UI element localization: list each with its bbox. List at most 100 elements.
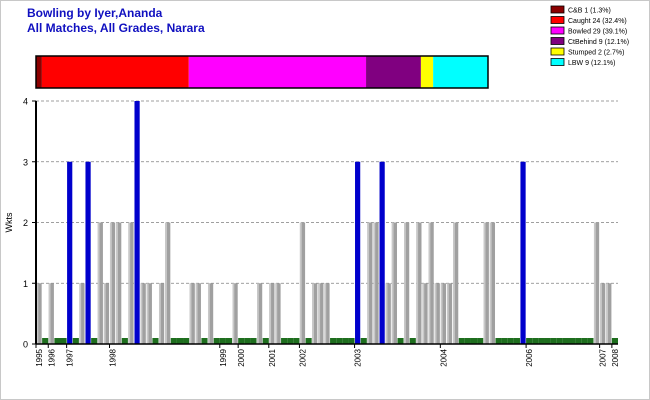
bar-shade-21 <box>165 222 167 344</box>
bar-shade-65 <box>434 283 437 344</box>
bar-20 <box>158 283 165 344</box>
bar-shade-36 <box>257 283 259 344</box>
bar-shade-74 <box>489 222 492 344</box>
chart-subtitle: All Matches, All Grades, Narara <box>27 21 205 35</box>
bar-shade-32 <box>232 283 235 344</box>
bar-zero-71 <box>470 338 478 344</box>
bar-46 <box>318 283 324 344</box>
bar-17 <box>140 283 146 344</box>
bar-shade-17 <box>140 283 143 344</box>
bar-zero-14 <box>121 338 128 344</box>
bar-zero-61 <box>409 338 416 344</box>
legend-swatch-3 <box>550 37 565 45</box>
bar-52 <box>355 161 361 344</box>
bar-zero-37 <box>262 338 269 344</box>
bar-zero-72 <box>477 338 484 344</box>
y-tick-label-0: 0 <box>23 340 28 350</box>
bar-zero-75 <box>495 338 502 344</box>
bar-13 <box>116 222 122 344</box>
bar-68 <box>453 222 459 344</box>
legend-label-0: C&B 1 (1.3%) <box>568 8 611 15</box>
legend-swatch-2 <box>550 26 565 35</box>
bar-zero-41 <box>287 338 294 344</box>
breakdown-segment-0 <box>36 56 42 88</box>
bar-zero-19 <box>152 338 159 344</box>
bar-57 <box>385 283 391 344</box>
bar-zero-31 <box>225 338 233 344</box>
bar-zero-70 <box>464 338 471 344</box>
bar-60 <box>404 222 410 344</box>
legend-label-4: Stumped 2 (2.7%) <box>568 50 624 57</box>
x-year-label-0: 1995 <box>35 348 44 366</box>
bar-zero-30 <box>219 338 226 344</box>
bar-shade-39 <box>275 283 278 344</box>
bar-shade-55 <box>373 222 376 344</box>
bar-shade-63 <box>422 283 425 344</box>
bar-zero-50 <box>342 338 349 344</box>
bar-shade-64 <box>428 222 431 344</box>
bar-shade-62 <box>416 222 419 344</box>
bar-zero-1 <box>42 338 49 344</box>
bar-66 <box>440 283 447 344</box>
bar-zero-29 <box>213 338 220 344</box>
x-year-label-8: 2003 <box>354 348 363 366</box>
bar-shade-11 <box>103 283 106 344</box>
bar-zero-78 <box>513 338 520 344</box>
bar-zero-34 <box>244 338 251 344</box>
bar-2 <box>48 283 54 344</box>
bar-shade-60 <box>404 222 406 344</box>
x-year-label-6: 2001 <box>268 348 277 366</box>
bar-zero-44 <box>305 338 312 344</box>
x-year-label-2: 1997 <box>66 348 75 366</box>
legend-label-5: LBW 9 (12.1%) <box>568 60 615 67</box>
x-year-label-9: 2004 <box>439 348 448 366</box>
bar-zero-22 <box>170 338 177 344</box>
bar-73 <box>483 222 489 344</box>
bar-18 <box>146 283 152 344</box>
bar-8 <box>85 161 91 344</box>
bar-zero-90 <box>587 338 594 344</box>
bar-shade-47 <box>324 283 327 344</box>
bar-shade-15 <box>128 222 131 344</box>
bar-shade-20 <box>158 283 161 344</box>
bar-39 <box>275 283 281 344</box>
legend-label-3: CtBehind 9 (12.1%) <box>568 39 629 46</box>
bar-shade-73 <box>483 222 486 344</box>
breakdown-segment-2 <box>188 56 367 88</box>
legend-swatch-0 <box>550 5 565 14</box>
bar-zero-87 <box>568 338 576 344</box>
bar-zero-82 <box>538 338 545 344</box>
x-year-label-7: 2002 <box>298 348 307 366</box>
bar-93 <box>606 283 612 344</box>
bar-shade-2 <box>48 283 51 344</box>
bar-zero-6 <box>72 338 79 344</box>
x-year-label-12: 2008 <box>611 348 620 366</box>
bar-zero-48 <box>330 338 337 344</box>
legend-label-1: Caught 24 (32.4%) <box>568 18 627 25</box>
bar-zero-84 <box>550 338 557 344</box>
bar-shade-38 <box>269 283 272 344</box>
bar-shade-54 <box>367 222 370 344</box>
breakdown-bar-border <box>35 55 489 89</box>
bar-shade-0 <box>36 283 39 344</box>
bar-zero-3 <box>54 338 61 344</box>
bar-zero-86 <box>562 338 569 344</box>
bar-28 <box>207 283 214 344</box>
bar-shade-28 <box>207 283 210 344</box>
bar-26 <box>195 283 201 344</box>
bar-shade-13 <box>116 222 118 344</box>
bar-shade-93 <box>606 283 609 344</box>
bar-15 <box>128 222 134 344</box>
bar-54 <box>367 222 373 344</box>
bar-11 <box>103 283 110 344</box>
bar-56 <box>379 161 385 344</box>
bar-25 <box>189 283 195 344</box>
bar-38 <box>269 283 275 344</box>
bar-zero-23 <box>176 338 184 344</box>
bar-zero-4 <box>60 338 67 344</box>
bar-zero-59 <box>397 338 404 344</box>
bar-58 <box>391 222 397 344</box>
bar-74 <box>489 222 496 344</box>
bar-zero-9 <box>91 338 98 344</box>
bar-5 <box>67 161 73 344</box>
